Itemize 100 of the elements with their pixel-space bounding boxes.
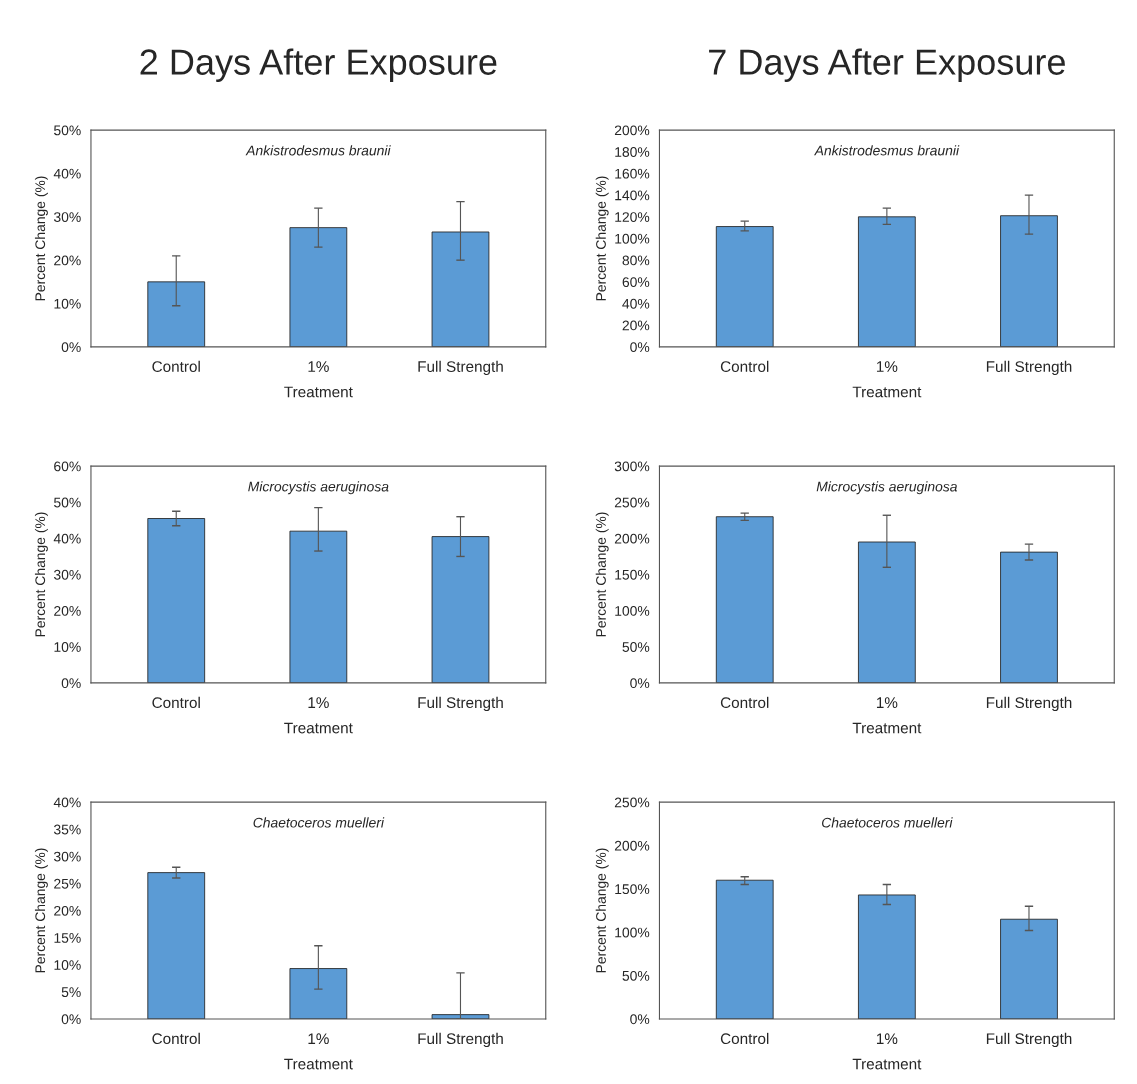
chart-title: 7 Days After Exposure: [709, 48, 1065, 83]
bar: [1000, 551, 1058, 683]
y-tick-label: 10%: [54, 642, 81, 652]
y-tick-label: 100%: [615, 927, 650, 938]
x-axis-title: Treatment: [852, 386, 922, 398]
y-tick-label: 200%: [614, 533, 650, 544]
y-tick-label: 50%: [54, 125, 81, 136]
y-tick-label: 0%: [630, 678, 650, 689]
bar: [858, 894, 916, 1019]
y-tick-label: 250%: [614, 497, 650, 508]
x-tick-label: Control: [152, 696, 200, 709]
x-tick-label: Control: [720, 696, 769, 709]
y-tick-label: 10%: [54, 960, 81, 970]
y-tick-label: 25%: [54, 878, 81, 889]
y-tick-label: 150%: [615, 569, 650, 580]
y-tick-label: 200%: [614, 840, 650, 851]
y-tick-label: 20%: [622, 320, 650, 331]
y-tick-label: 60%: [622, 277, 650, 288]
y-tick-label: 180%: [615, 147, 650, 157]
y-tick-label: 40%: [53, 533, 81, 544]
y-tick-label: 20%: [54, 255, 81, 266]
y-tick-label: 100%: [615, 233, 650, 244]
x-tick-label: Full Strength: [986, 1032, 1072, 1048]
bar: [289, 227, 348, 347]
y-tick-label: 60%: [54, 461, 81, 472]
y-axis-title: Percent Change (%): [595, 848, 609, 973]
y-axis-title: Percent Change (%): [595, 512, 609, 637]
y-tick-label: 0%: [630, 342, 650, 353]
y-tick-label: 30%: [53, 569, 81, 580]
y-tick-label: 15%: [54, 933, 81, 943]
y-tick-label: 20%: [54, 605, 81, 616]
bar: [289, 968, 348, 1019]
y-tick-label: 120%: [615, 212, 650, 222]
bar: [289, 530, 348, 683]
bar: [147, 281, 206, 347]
y-tick-label: 200%: [614, 125, 650, 136]
annotation: Microcystis aeruginosa: [816, 481, 958, 495]
y-tick-label: 100%: [615, 605, 650, 616]
x-tick-label: Control: [720, 1032, 769, 1045]
x-axis-title: Treatment: [852, 1058, 922, 1070]
x-tick-label: Full Strength: [418, 1032, 503, 1048]
annotation: Ankistrodesmus braunii: [245, 145, 391, 156]
x-tick-label: Full Strength: [986, 696, 1072, 712]
y-tick-label: 300%: [614, 461, 650, 472]
y-tick-label: 250%: [614, 797, 650, 808]
y-axis-title: Percent Change (%): [34, 512, 48, 637]
y-tick-label: 0%: [61, 678, 81, 689]
x-tick-label: Control: [720, 360, 769, 372]
x-axis-title: Treatment: [284, 722, 353, 734]
bar: [858, 216, 916, 347]
bar: [858, 541, 916, 683]
y-tick-label: 0%: [61, 1014, 81, 1025]
y-tick-label: 160%: [615, 168, 650, 179]
y-axis-title: Percent Change (%): [595, 176, 609, 301]
chart-title: 2 Days After Exposure: [140, 48, 497, 83]
annotation: Microcystis aeruginosa: [248, 481, 389, 495]
y-tick-label: 0%: [630, 1014, 650, 1025]
bar: [147, 872, 206, 1019]
bar: [431, 231, 490, 347]
x-tick-label: 1%: [876, 1033, 898, 1045]
y-tick-label: 40%: [53, 797, 81, 808]
y-tick-label: 30%: [53, 851, 81, 862]
y-tick-label: 30%: [53, 212, 81, 222]
y-axis-title: Percent Change (%): [34, 848, 48, 973]
y-tick-label: 0%: [61, 342, 81, 353]
y-tick-label: 50%: [54, 497, 81, 508]
bar: [715, 226, 774, 347]
y-axis-title: Percent Change (%): [34, 176, 48, 301]
x-tick-label: 1%: [308, 361, 329, 372]
annotation: Chaetoceros muelleri: [822, 817, 953, 828]
y-tick-label: 50%: [622, 970, 650, 981]
x-tick-label: Full Strength: [418, 696, 503, 712]
annotation: Ankistrodesmus braunii: [814, 145, 960, 156]
x-axis-title: Treatment: [284, 1058, 353, 1070]
x-axis-title: Treatment: [284, 386, 353, 398]
y-tick-label: 140%: [615, 190, 650, 201]
x-axis-title: Treatment: [852, 722, 922, 734]
x-tick-label: Full Strength: [418, 360, 503, 376]
y-tick-label: 40%: [622, 298, 650, 309]
x-tick-label: 1%: [308, 697, 329, 708]
x-tick-label: Full Strength: [986, 360, 1072, 376]
y-tick-label: 50%: [622, 642, 650, 652]
y-tick-label: 10%: [54, 298, 81, 309]
x-tick-label: 1%: [876, 361, 898, 372]
x-tick-label: 1%: [876, 697, 898, 708]
bar: [1000, 215, 1058, 347]
y-tick-label: 80%: [622, 255, 650, 266]
bar: [1000, 918, 1058, 1019]
y-tick-label: 20%: [54, 905, 81, 916]
y-tick-label: 150%: [615, 884, 650, 895]
y-tick-label: 40%: [53, 168, 81, 179]
bar: [431, 536, 490, 683]
x-tick-label: 1%: [308, 1033, 329, 1045]
x-tick-label: Control: [152, 360, 200, 372]
y-tick-label: 35%: [53, 824, 81, 835]
x-tick-label: Control: [152, 1032, 200, 1045]
annotation: Chaetoceros muelleri: [253, 817, 385, 828]
bar: [147, 518, 206, 683]
bar: [715, 879, 774, 1019]
bar: [715, 516, 774, 683]
